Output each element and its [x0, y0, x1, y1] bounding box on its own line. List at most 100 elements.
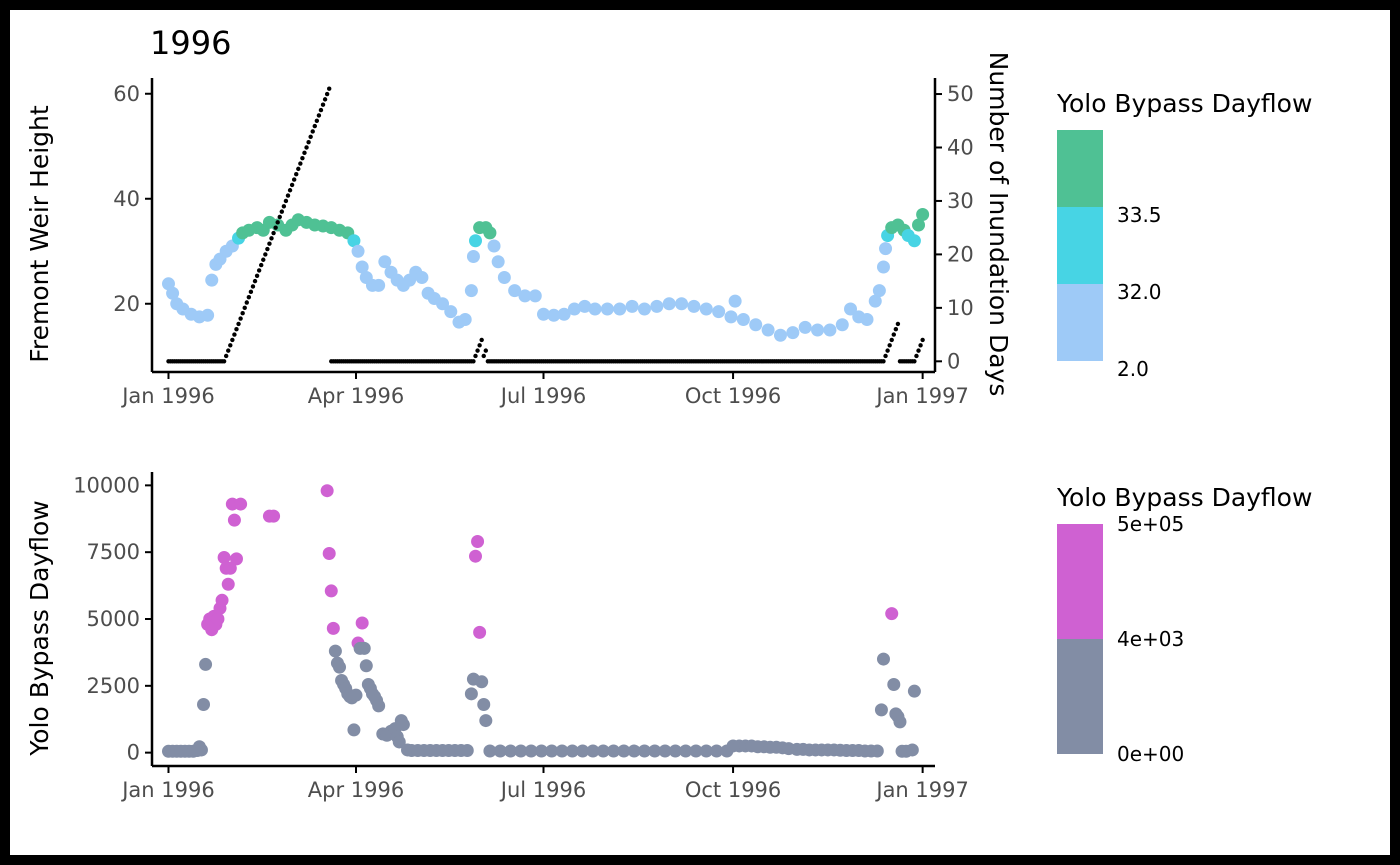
y-tick-label: 40	[947, 135, 974, 159]
dayflow-point	[469, 549, 483, 563]
dayflow-point	[907, 684, 921, 698]
dayflow-point	[483, 744, 497, 758]
inundation-day-point	[254, 273, 260, 278]
dayflow-point	[668, 744, 682, 758]
weir-height-point	[355, 260, 369, 274]
weir-height-point	[469, 234, 483, 248]
weir-height-point	[166, 286, 180, 300]
inundation-day-point	[920, 337, 925, 343]
chart-svg: 1996 20 40 60 0 10 20 30 40 50 Jan 1996 Apr 1996…	[25, 24, 1312, 802]
inundation-day-point	[287, 188, 293, 193]
y-tick-label: 60	[113, 82, 140, 106]
inundation-day-point	[912, 359, 917, 364]
legend-swatch	[1057, 639, 1103, 754]
dayflow-point	[326, 621, 340, 635]
dayflow-point	[689, 744, 703, 758]
inundation-day-point	[320, 102, 326, 107]
inundation-day-point	[242, 305, 247, 311]
dayflow-point	[887, 677, 901, 691]
weir-height-point	[464, 284, 478, 298]
x-tick-label: Oct 1996	[685, 384, 781, 408]
weir-height-point	[347, 234, 361, 248]
weir-height-point	[625, 299, 639, 313]
x-tick-label: Oct 1996	[685, 778, 781, 802]
dayflow-point	[876, 652, 890, 666]
inundation-day-point	[279, 209, 285, 214]
inundation-day-point	[261, 257, 266, 262]
inundation-day-point	[483, 348, 489, 353]
y-tick-label: 0	[947, 349, 960, 373]
dayflow-point	[699, 744, 713, 758]
weir-height-point	[378, 255, 392, 269]
dayflow-point	[322, 547, 336, 561]
dayflow-point	[893, 715, 907, 729]
weir-height-point	[761, 323, 775, 337]
dayflow-point	[211, 612, 225, 626]
weir-height-point	[773, 328, 787, 342]
weir-height-point	[876, 260, 890, 274]
dayflow-point	[905, 743, 919, 757]
dayflow-point	[524, 744, 538, 758]
legend-label: 32.0	[1117, 280, 1162, 304]
inundation-day-point	[296, 166, 301, 172]
inundation-day-point	[234, 327, 239, 332]
inundation-day-point	[281, 204, 287, 209]
dayflow-point	[328, 644, 342, 658]
dayflow-point	[504, 744, 518, 758]
weir-height-point	[613, 302, 627, 316]
weir-height-point	[637, 302, 651, 316]
dayflow-point	[194, 743, 208, 757]
dayflow-point	[347, 723, 361, 737]
dayflow-point	[460, 743, 474, 757]
dayflow-point	[679, 744, 693, 758]
dayflow-point	[471, 534, 485, 548]
y-tick-label: 40	[113, 187, 140, 211]
inundation-day-point	[893, 327, 899, 332]
legend-swatch	[1057, 524, 1103, 639]
inundation-day-point	[277, 214, 282, 220]
legend-label: 4e+03	[1117, 627, 1184, 651]
inundation-day-point	[298, 161, 303, 166]
x-tick-label: Jan 1996	[120, 384, 215, 408]
weir-height-point	[528, 289, 542, 303]
inundation-day-point	[248, 289, 254, 295]
dayflow-point	[477, 698, 491, 712]
weir-height-point	[916, 208, 930, 221]
inundation-day-point	[895, 321, 901, 327]
inundation-day-point	[327, 86, 332, 91]
inundation-day-point	[265, 246, 270, 252]
weir-height-point	[491, 255, 505, 269]
dayflow-point	[874, 703, 888, 717]
inundation-day-point	[250, 284, 256, 289]
dayflow-point	[545, 744, 559, 758]
inundation-day-point	[473, 353, 478, 359]
dayflow-point	[648, 744, 662, 758]
inundation-day-point	[883, 353, 888, 359]
weir-height-point	[557, 307, 571, 321]
dayflow-point	[267, 509, 281, 523]
dayflow-point	[333, 660, 347, 674]
weir-height-point	[650, 299, 664, 313]
inundation-day-point	[477, 343, 482, 348]
weir-height-point	[844, 302, 858, 316]
weir-height-point	[351, 244, 365, 258]
dayflow-panel: 0 2500 5000 7500 10000 Jan 1996 Apr 1996 Jul 1…	[25, 472, 969, 802]
y-ticks: 20 40 60	[113, 82, 152, 316]
weir-height-point	[436, 297, 450, 311]
inundation-day-point	[881, 359, 886, 364]
inundation-day-point	[300, 155, 305, 161]
inundation-day-point	[887, 343, 892, 348]
inundation-day-point	[228, 343, 233, 348]
weir-height-point	[497, 271, 511, 284]
y-ticks: 0 2500 5000 7500 10000	[73, 473, 152, 765]
x-tick-label: Apr 1996	[308, 384, 404, 408]
weir-height-point	[712, 305, 726, 319]
inundation-day-point	[322, 97, 328, 102]
dayflow-point	[658, 744, 672, 758]
inundation-day-point	[916, 348, 921, 353]
weir-height-point	[415, 271, 429, 284]
weir-height-point	[749, 318, 763, 332]
legend-label: 33.5	[1117, 203, 1162, 227]
inundation-day-point	[221, 359, 227, 364]
inundation-day-point	[269, 236, 274, 241]
